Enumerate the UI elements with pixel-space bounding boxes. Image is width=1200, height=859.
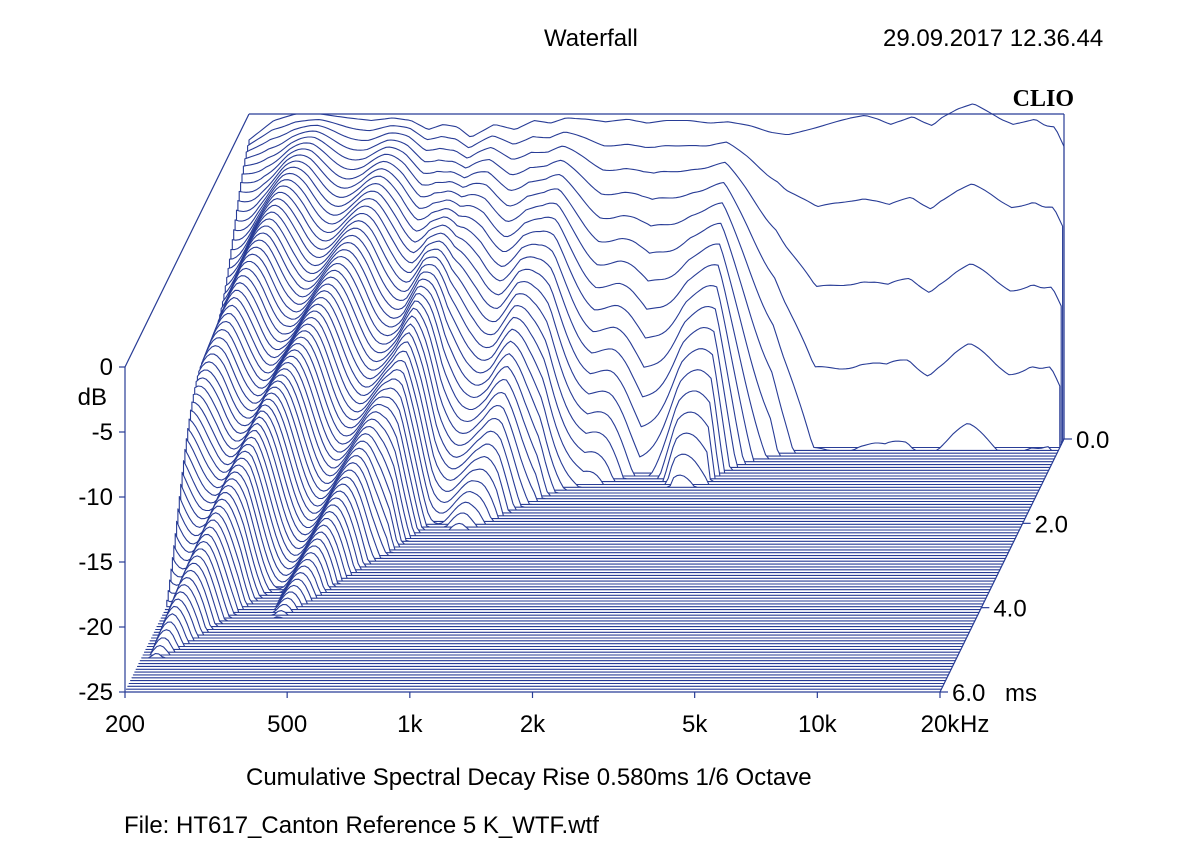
y-tick-label: 0 [100,354,113,381]
decay-slice [166,519,983,608]
z-tick-label: 4.0 [993,596,1026,623]
waterfall-slices [124,103,1065,693]
x-tick-label: 20k [921,711,961,738]
x-axis-unit: Hz [960,711,989,738]
x-tick-label: 10k [798,711,838,738]
decay-slice [155,577,972,631]
decay-slice [167,512,984,605]
chart-caption: Cumulative Spectral Decay Rise 0.580ms 1… [246,764,812,791]
chart-title: Waterfall [544,25,638,52]
decay-slice [202,337,1019,534]
decay-slice [164,526,981,611]
decay-slice [153,584,970,633]
z-axis-line [939,438,1065,693]
decay-slice [152,591,969,636]
decay-slice [149,605,966,642]
decay-slice [160,548,977,619]
y-tick-label: -20 [78,614,113,641]
y-tick-label: -5 [92,419,113,446]
decay-slice [203,329,1020,531]
decay-slice [150,598,968,639]
decay-slice [148,613,965,645]
x-tick-label: 2k [520,711,546,738]
z-tick-label: 6.0 [952,680,985,707]
decay-slice [141,653,958,659]
y-axis-unit: dB [78,384,107,411]
x-tick-label: 1k [397,711,423,738]
brand-logo: CLIO [1013,86,1074,112]
x-tick-label: 500 [267,711,307,738]
y-tick-label: -15 [78,549,113,576]
file-name: File: HT617_Canton Reference 5 K_WTF.wtf [124,812,599,839]
decay-slice [170,498,987,599]
x-tick-label: 5k [682,711,708,738]
decay-slice [143,637,961,653]
decay-slice [157,562,974,625]
decay-slice [142,644,959,656]
decay-slice [163,533,980,613]
y-tick-label: -25 [78,679,113,706]
z-tick-label: 2.0 [1035,511,1068,538]
decay-slice [156,569,973,628]
z-tick-label: 0.0 [1076,427,1109,454]
decay-slice [162,540,979,616]
y-tick-label: -10 [78,484,113,511]
decay-slice [169,505,986,602]
top-left-edge [124,113,250,368]
timestamp: 29.09.2017 12.36.44 [883,25,1104,52]
decay-slice [146,621,963,648]
decay-slice [159,555,976,622]
z-axis-unit: ms [1005,680,1037,707]
decay-slice [145,629,962,650]
x-tick-label: 200 [105,711,145,738]
